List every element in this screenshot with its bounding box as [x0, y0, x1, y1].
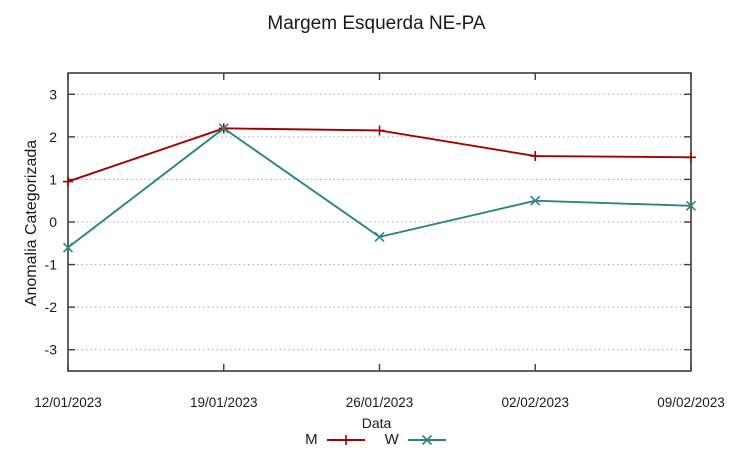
y-tick-label: 1: [49, 171, 57, 187]
x-marker-icon: [421, 434, 432, 445]
x-marker-icon: [218, 123, 229, 134]
x-marker-icon: [530, 195, 541, 206]
x-marker-icon: [62, 242, 74, 253]
legend-entry-m: M: [305, 431, 367, 448]
x-marker-icon: [374, 231, 385, 242]
legend-key-line-icon: [326, 434, 365, 445]
x-axis-title: Data: [361, 415, 392, 431]
x-tick-label: 26/01/2023: [346, 395, 414, 410]
legend-label-m: M: [305, 431, 318, 448]
legend-label-w: W: [384, 431, 399, 448]
series-line: [67, 127, 692, 183]
y-tick-label: -2: [45, 299, 58, 315]
y-tick-label: -3: [45, 342, 58, 358]
x-tick-label: 09/02/2023: [657, 395, 725, 410]
y-tick-label: 0: [49, 214, 57, 230]
legend: M W: [0, 431, 753, 448]
series-w: [62, 123, 697, 253]
legend-key-line-icon: [407, 434, 446, 445]
x-tick-label: 12/01/2023: [34, 395, 102, 410]
chart-title: Margem Esquerda NE-PA: [267, 13, 486, 34]
y-tick-label: -1: [45, 257, 58, 273]
x-tick-label: 19/01/2023: [190, 395, 258, 410]
x-marker-icon: [685, 200, 697, 211]
y-tick-label: 2: [49, 129, 57, 145]
series-line: [67, 127, 692, 249]
x-tick-label: 02/02/2023: [501, 395, 569, 410]
series-m: [63, 123, 696, 187]
plot-border: [67, 72, 692, 372]
y-tick-label: 3: [49, 86, 57, 102]
legend-entry-w: W: [385, 431, 448, 448]
